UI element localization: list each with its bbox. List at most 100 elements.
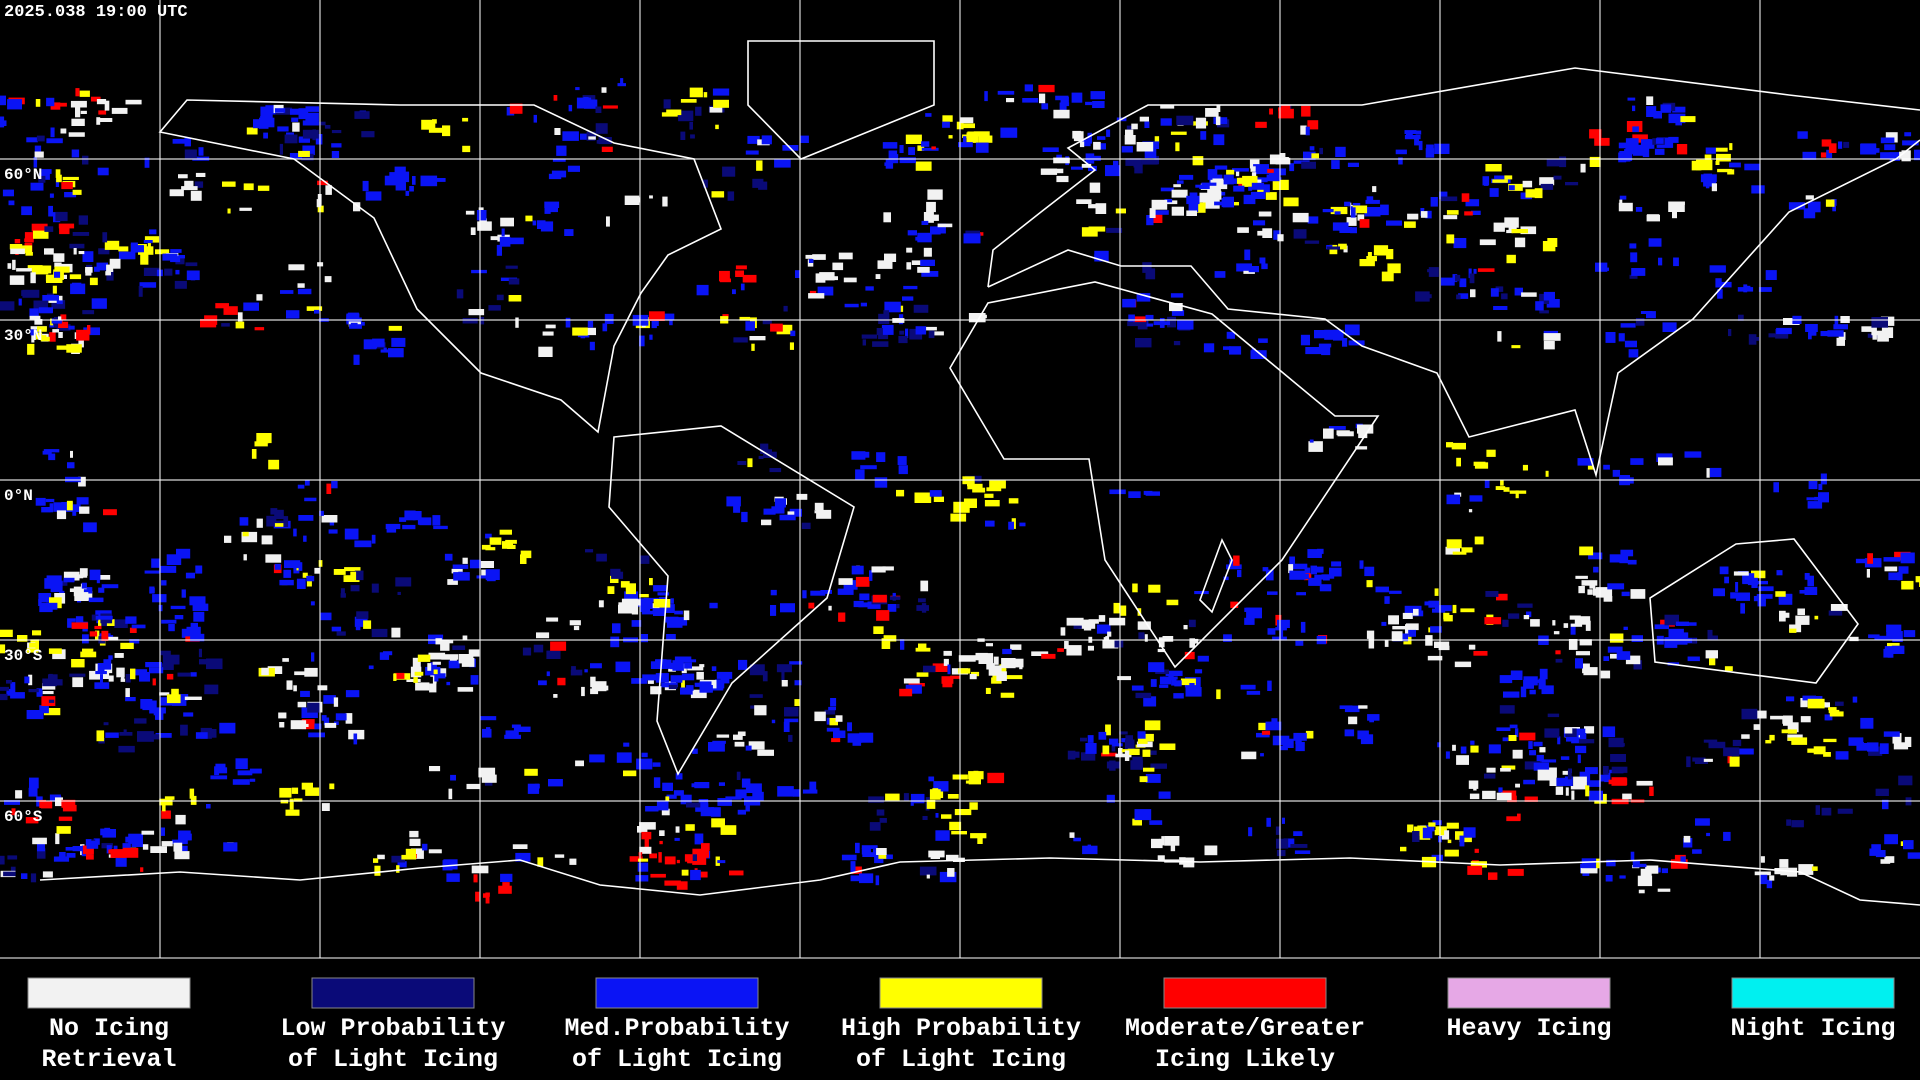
- icing-pixel: [210, 775, 228, 780]
- icing-pixel: [800, 135, 809, 143]
- icing-pixel: [787, 511, 795, 517]
- icing-pixel: [640, 634, 648, 643]
- icing-pixel: [56, 345, 72, 350]
- icing-pixel: [1267, 680, 1272, 691]
- icing-pixel: [496, 294, 504, 301]
- icing-pixel: [277, 126, 289, 132]
- icing-pixel: [544, 201, 560, 208]
- icing-pixel: [1705, 650, 1718, 659]
- icing-pixel: [448, 788, 453, 800]
- icing-pixel: [1807, 575, 1814, 587]
- icing-pixel: [1773, 482, 1779, 493]
- icing-pixel: [1627, 559, 1637, 565]
- icing-pixel: [649, 334, 653, 340]
- icing-pixel: [1547, 238, 1558, 247]
- icing-pixel: [784, 718, 799, 723]
- icing-pixel: [533, 644, 544, 653]
- icing-pixel: [480, 317, 485, 325]
- icing-pixel: [1882, 799, 1889, 810]
- icing-pixel: [1301, 161, 1316, 169]
- icing-pixel: [301, 782, 313, 790]
- icing-pixel: [1426, 144, 1434, 150]
- icing-pixel: [1486, 767, 1496, 773]
- icing-pixel: [373, 858, 379, 863]
- icing-pixel: [36, 688, 43, 697]
- icing-pixel: [206, 658, 223, 670]
- icing-pixel: [139, 282, 157, 288]
- icing-pixel: [808, 602, 815, 609]
- icing-pixel: [328, 529, 338, 534]
- icing-pixel: [569, 858, 577, 865]
- icing-pixel: [781, 680, 788, 687]
- icing-pixel: [162, 802, 166, 812]
- icing-pixel: [1439, 191, 1448, 200]
- icing-pixel: [1864, 558, 1882, 568]
- icing-pixel: [290, 720, 307, 730]
- icing-pixel: [649, 578, 653, 586]
- icing-pixel: [1276, 838, 1289, 849]
- icing-pixel: [1883, 731, 1900, 737]
- icing-pixel: [770, 589, 777, 596]
- icing-pixel: [906, 262, 912, 270]
- icing-pixel: [1646, 106, 1657, 117]
- icing-pixel: [380, 349, 394, 353]
- icing-pixel: [1582, 663, 1590, 674]
- icing-pixel: [144, 157, 150, 168]
- icing-pixel: [344, 528, 359, 540]
- icing-pixel: [774, 159, 791, 168]
- icing-pixel: [1170, 131, 1187, 135]
- icing-pixel: [1744, 163, 1761, 171]
- icing-pixel: [7, 263, 12, 269]
- icing-pixel: [462, 145, 471, 153]
- icing-pixel: [160, 663, 174, 670]
- madagascar: [1199, 537, 1233, 614]
- icing-pixel: [401, 854, 417, 860]
- icing-pixel: [546, 671, 550, 677]
- icing-pixel: [902, 296, 914, 301]
- icing-pixel: [1868, 634, 1880, 639]
- icing-pixel: [1446, 494, 1461, 505]
- icing-pixel: [46, 97, 55, 107]
- icing-pixel: [641, 831, 652, 840]
- icing-pixel: [59, 852, 66, 858]
- icing-pixel: [1618, 142, 1633, 149]
- icing-pixel: [615, 661, 631, 673]
- icing-pixel: [388, 325, 402, 331]
- icing-pixel: [1624, 340, 1637, 348]
- icing-pixel: [511, 724, 521, 728]
- icing-pixel: [1115, 208, 1126, 214]
- icing-pixel: [1833, 324, 1848, 330]
- icing-pixel: [921, 603, 927, 613]
- icing-pixel: [926, 874, 930, 879]
- icing-pixel: [82, 251, 94, 262]
- icing-pixel: [1435, 605, 1452, 612]
- icing-pixel: [500, 873, 513, 882]
- icing-pixel: [1717, 289, 1723, 299]
- icing-pixel: [826, 276, 838, 281]
- icing-pixel: [701, 843, 710, 851]
- icing-pixel: [104, 827, 111, 832]
- icing-pixel: [279, 787, 292, 798]
- icing-pixel: [190, 672, 197, 677]
- icing-pixel: [118, 745, 135, 753]
- icing-pixel: [1544, 728, 1560, 738]
- icing-pixel: [102, 829, 116, 838]
- icing-pixel: [0, 120, 7, 126]
- icing-pixel: [1530, 619, 1540, 627]
- icing-pixel: [683, 610, 690, 621]
- icing-pixel: [355, 626, 361, 631]
- icing-pixel: [664, 856, 676, 865]
- icing-pixel: [1357, 214, 1365, 221]
- icing-pixel: [717, 798, 732, 806]
- icing-pixel: [859, 593, 870, 601]
- icing-pixel: [687, 859, 700, 864]
- icing-pixel: [546, 617, 559, 622]
- icing-pixel: [896, 604, 900, 609]
- icing-pixel: [336, 631, 346, 636]
- icing-pixel: [1157, 855, 1165, 861]
- icing-pixel: [1673, 257, 1679, 267]
- icing-pixel: [1335, 146, 1346, 157]
- icing-pixel: [321, 803, 330, 811]
- icing-pixel: [475, 891, 480, 902]
